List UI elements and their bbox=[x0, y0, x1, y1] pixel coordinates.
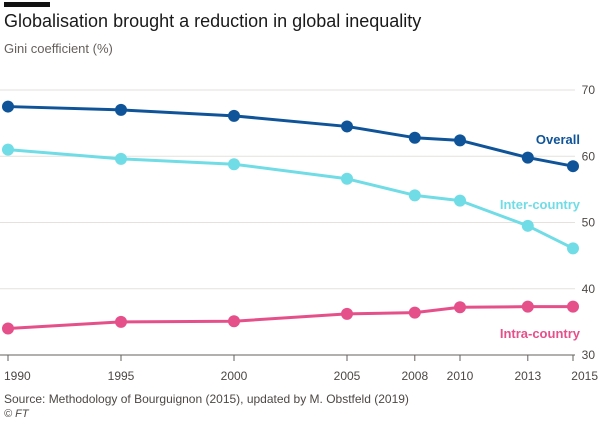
inter-country-point bbox=[341, 173, 353, 185]
ft-credit: © FT bbox=[4, 408, 29, 420]
x-tick-label: 2000 bbox=[221, 369, 248, 383]
overall-point bbox=[522, 152, 534, 164]
y-tick-label: 30 bbox=[582, 348, 596, 362]
grid-layer bbox=[0, 90, 575, 361]
intra-country-point bbox=[2, 323, 14, 335]
y-tick-label: 60 bbox=[582, 149, 596, 163]
y-tick-label: 70 bbox=[582, 83, 596, 97]
y-tick-label: 50 bbox=[582, 216, 596, 230]
inter-country-point bbox=[522, 220, 534, 232]
source-note: Source: Methodology of Bourguignon (2015… bbox=[4, 392, 409, 406]
overall-point bbox=[2, 101, 14, 113]
overall-point bbox=[409, 132, 421, 144]
inter-country-legend-label: Inter-country bbox=[500, 197, 581, 212]
inter-country-point bbox=[2, 144, 14, 156]
inter-country-point bbox=[567, 242, 579, 254]
x-tick-label: 2008 bbox=[401, 369, 428, 383]
inter-country-point bbox=[454, 195, 466, 207]
series-layer bbox=[2, 101, 579, 335]
intra-country-point bbox=[228, 315, 240, 327]
intra-country-point bbox=[409, 307, 421, 319]
overall-point bbox=[567, 160, 579, 172]
intra-country-line bbox=[8, 307, 573, 329]
x-tick-label: 1995 bbox=[108, 369, 135, 383]
overall-point bbox=[115, 104, 127, 116]
inter-country-point bbox=[115, 153, 127, 165]
inter-country-point bbox=[409, 189, 421, 201]
inter-country-point bbox=[228, 158, 240, 170]
intra-country-point bbox=[115, 316, 127, 328]
intra-country-point bbox=[341, 308, 353, 320]
x-tick-label: 2005 bbox=[334, 369, 361, 383]
label-layer: 30 40 50 60 70 1990 1995 2000 2005 2008 2010 2013 20… bbox=[4, 83, 598, 383]
x-tick-label: 2010 bbox=[447, 369, 474, 383]
overall-point bbox=[228, 110, 240, 122]
x-tick-label: 2015 bbox=[571, 369, 598, 383]
overall-point bbox=[454, 134, 466, 146]
inter-country-line bbox=[8, 150, 573, 249]
overall-point bbox=[341, 120, 353, 132]
x-tick-label: 1990 bbox=[4, 369, 31, 383]
y-tick-label: 40 bbox=[582, 282, 596, 296]
intra-country-legend-label: Intra-country bbox=[500, 326, 581, 341]
overall-legend-label: Overall bbox=[536, 132, 580, 147]
x-tick-label: 2013 bbox=[514, 369, 541, 383]
intra-country-point bbox=[567, 301, 579, 313]
intra-country-point bbox=[522, 301, 534, 313]
chart-canvas: 30 40 50 60 70 1990 1995 2000 2005 2008 2010 2013 20… bbox=[0, 0, 600, 421]
intra-country-point bbox=[454, 301, 466, 313]
